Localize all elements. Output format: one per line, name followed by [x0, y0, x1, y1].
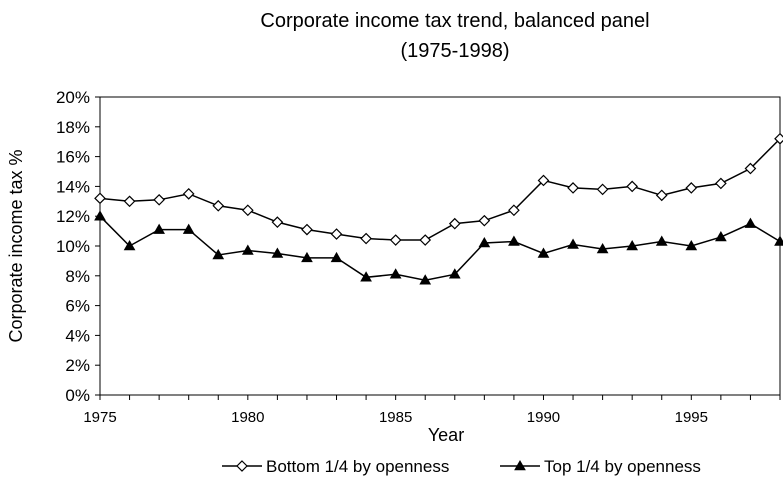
- data-point: [301, 223, 313, 236]
- x-tick-label: 1985: [379, 409, 412, 426]
- chart-subtitle: (1975-1998): [401, 40, 510, 62]
- data-point: [212, 248, 225, 260]
- data-point: [123, 195, 136, 208]
- legend-label: Bottom 1/4 by openness: [266, 457, 449, 476]
- data-point: [567, 238, 579, 249]
- series-bottom-quarter: [94, 132, 783, 246]
- data-point: [330, 251, 343, 263]
- y-axis: 0% 2% 4% 6% 8% 10% 12% 14% 16% 18% 20%: [56, 88, 100, 405]
- data-point: [774, 132, 783, 145]
- data-point: [596, 183, 609, 196]
- data-point: [685, 182, 698, 194]
- data-point: [448, 268, 461, 279]
- data-point: [655, 235, 668, 246]
- series-top-quarter: [94, 210, 783, 285]
- y-tick-label: 12%: [56, 207, 90, 226]
- y-tick-label: 14%: [56, 177, 90, 196]
- x-tick-label: 1995: [675, 409, 708, 426]
- data-point: [153, 223, 165, 234]
- data-point: [94, 210, 106, 221]
- data-point: [301, 251, 313, 263]
- data-point: [655, 189, 668, 202]
- data-point: [596, 242, 609, 254]
- legend-item: Top 1/4 by openness: [500, 457, 701, 476]
- legend-item: Bottom 1/4 by openness: [222, 457, 449, 476]
- data-point: [271, 247, 284, 258]
- data-point: [508, 204, 520, 217]
- data-point: [241, 204, 254, 217]
- plot-area: [99, 96, 781, 396]
- data-point: [236, 460, 248, 472]
- data-point: [123, 239, 136, 251]
- data-point: [419, 274, 432, 285]
- data-point: [419, 234, 432, 246]
- data-point: [360, 232, 372, 245]
- x-tick-label: 1975: [83, 409, 116, 426]
- data-point: [182, 188, 195, 200]
- data-point: [626, 180, 639, 193]
- data-point: [774, 235, 783, 246]
- data-point: [478, 214, 491, 227]
- y-tick-label: 4%: [65, 326, 90, 345]
- data-point: [241, 244, 254, 255]
- data-point: [537, 174, 550, 187]
- data-point: [271, 216, 284, 229]
- data-point: [478, 237, 491, 248]
- chart-title: Corporate income tax trend, balanced pan…: [260, 10, 649, 32]
- series-line: [99, 215, 781, 282]
- data-point: [685, 239, 698, 251]
- y-tick-label: 8%: [65, 267, 90, 286]
- y-tick-label: 2%: [65, 356, 90, 375]
- x-tick-label: 1990: [527, 409, 560, 426]
- data-point: [448, 217, 461, 230]
- x-tick-label: 1980: [231, 409, 264, 426]
- data-point: [94, 192, 106, 205]
- series-line: [99, 138, 781, 241]
- data-point: [626, 239, 639, 251]
- data-point: [514, 459, 526, 471]
- data-point: [360, 271, 372, 282]
- data-point: [744, 217, 757, 228]
- data-point: [537, 247, 550, 258]
- y-tick-label: 16%: [56, 148, 90, 167]
- legend-label: Top 1/4 by openness: [544, 457, 701, 476]
- data-point: [715, 177, 727, 190]
- data-point: [153, 193, 165, 206]
- data-point: [567, 182, 579, 194]
- y-tick-label: 18%: [56, 118, 90, 137]
- y-axis-label: Corporate income tax %: [6, 149, 26, 342]
- x-axis: 1975 1980 1985 1990 1995: [83, 395, 781, 426]
- data-point: [389, 268, 402, 279]
- y-tick-label: 6%: [65, 297, 90, 316]
- y-tick-label: 0%: [65, 386, 90, 405]
- data-point: [212, 199, 225, 212]
- data-point: [715, 231, 727, 242]
- y-tick-label: 20%: [56, 88, 90, 107]
- y-tick-label: 10%: [56, 237, 90, 256]
- x-axis-label: Year: [428, 425, 464, 445]
- data-point: [744, 162, 757, 175]
- data-point: [508, 235, 520, 246]
- data-point: [182, 223, 195, 234]
- data-point: [330, 228, 343, 240]
- series-layer: [94, 132, 783, 285]
- legend: Bottom 1/4 by openness Top 1/4 by opennes…: [222, 457, 701, 476]
- data-point: [389, 234, 402, 246]
